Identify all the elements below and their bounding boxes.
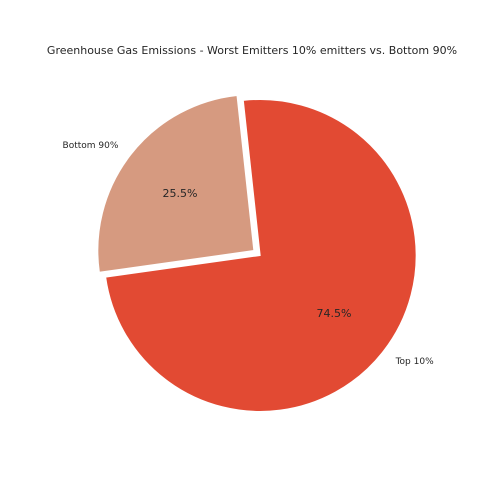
pie-percent-label: 25.5%	[163, 187, 198, 200]
chart-title: Greenhouse Gas Emissions - Worst Emitter…	[46, 44, 458, 57]
pie-percent-label: 74.5%	[317, 307, 352, 320]
pie-labels: 74.5% Top 10% 25.5% Bottom 90%	[63, 141, 435, 367]
pie-slices	[97, 94, 417, 412]
pie-slice-top-10	[105, 99, 417, 412]
pie-category-label: Bottom 90%	[63, 141, 119, 151]
pie-category-label: Top 10%	[395, 357, 435, 367]
pie-slice-bottom-90	[97, 94, 255, 273]
